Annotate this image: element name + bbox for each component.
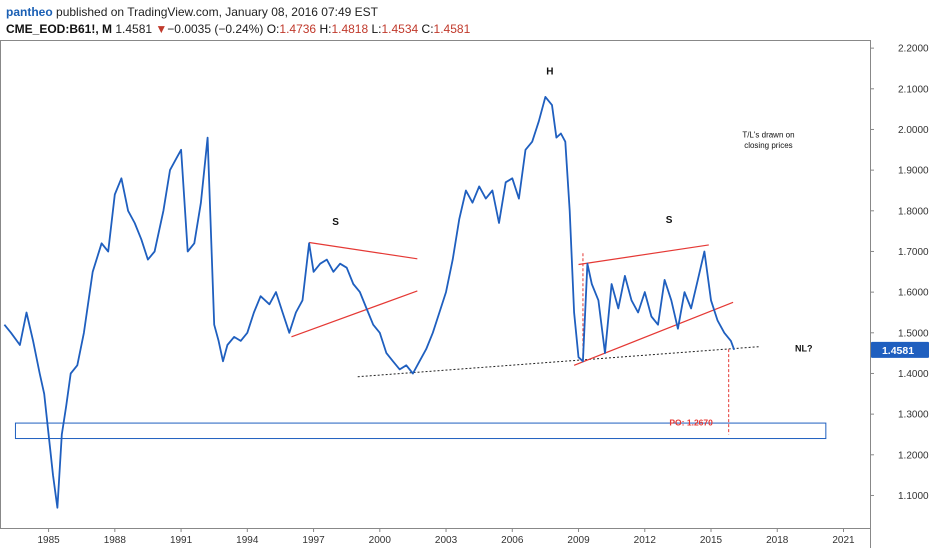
y-tick-label: 1.8000 xyxy=(898,206,929,217)
down-arrow-icon: ▼ xyxy=(155,22,168,36)
head-label: H xyxy=(546,67,553,78)
x-tick-label: 2003 xyxy=(435,535,458,546)
published-text: published on TradingView.com, January 08… xyxy=(56,5,379,19)
x-tick-label: 1985 xyxy=(37,535,60,546)
price-objective-label: PO: 1.2670 xyxy=(669,418,713,428)
price-line xyxy=(3,96,736,509)
low-label: L: xyxy=(371,22,382,36)
chart-annotations: H S S NL? T/L's drawn on closing prices … xyxy=(332,67,812,428)
last-price-tag-bg xyxy=(871,341,929,358)
note-line-1: T/L's drawn on xyxy=(742,131,794,140)
x-tick-label: 1991 xyxy=(170,535,193,546)
change-value: −0.0035 (−0.24%) xyxy=(167,22,264,36)
low-value: 1.4534 xyxy=(381,22,419,36)
x-tick-label: 2018 xyxy=(766,535,789,546)
y-tick-label: 1.6000 xyxy=(898,288,929,299)
y-tick-label: 1.7000 xyxy=(898,247,929,258)
x-tick-label: 1988 xyxy=(104,535,127,546)
left-shoulder-upper-trendline xyxy=(309,241,418,260)
price-axis[interactable]: 2.2000 2.1000 2.0000 1.9000 1.8000 1.7000 1.60… xyxy=(870,44,929,502)
y-tick-label: 1.9000 xyxy=(898,166,929,177)
left-shoulder-label: S xyxy=(332,217,339,228)
last-price-tag-text: 1.4581 xyxy=(882,345,914,357)
neckline-label: NL? xyxy=(795,344,813,354)
symbol-label[interactable]: CME_EOD:B61!, M xyxy=(6,22,113,36)
x-tick-label: 2015 xyxy=(700,535,723,546)
y-tick-label: 1.5000 xyxy=(898,328,929,339)
chart-header: pantheo published on TradingView.com, Ja… xyxy=(0,0,932,40)
y-tick-label: 2.1000 xyxy=(898,84,929,95)
x-tick-label: 2000 xyxy=(369,535,392,546)
chart-drawings xyxy=(14,241,827,440)
last-price-tag: 1.4581 xyxy=(871,341,929,358)
high-label: H: xyxy=(319,22,332,36)
x-tick-label: 2006 xyxy=(501,535,524,546)
author-link[interactable]: pantheo xyxy=(6,5,53,19)
right-shoulder-label: S xyxy=(666,215,673,226)
target-zone-box xyxy=(14,422,827,440)
x-tick-label: 1994 xyxy=(236,535,259,546)
plot-border xyxy=(0,40,871,529)
x-tick-label: 1997 xyxy=(302,535,325,546)
x-tick-label: 2009 xyxy=(567,535,590,546)
price-series xyxy=(3,96,736,509)
open-value: 1.4736 xyxy=(279,22,317,36)
x-tick-label: 2021 xyxy=(832,535,855,546)
last-price: 1.4581 xyxy=(115,22,153,36)
right-shoulder-upper-trendline xyxy=(578,244,709,266)
y-tick-label: 1.3000 xyxy=(898,410,929,421)
x-tick-label: 2012 xyxy=(634,535,657,546)
time-axis[interactable]: 1985 1988 1991 1994 1997 2000 2003 2006 2009 2012… xyxy=(37,528,855,546)
chart-frame xyxy=(0,40,871,548)
open-label: O: xyxy=(266,22,280,36)
y-tick-label: 2.2000 xyxy=(898,44,929,55)
right-shoulder-lower-trendline xyxy=(573,301,734,366)
ohlc-line: CME_EOD:B61!, M 1.4581 ▼−0.0035 (−0.24%)… xyxy=(6,22,470,36)
note-line-2: closing prices xyxy=(744,141,792,150)
y-tick-label: 1.2000 xyxy=(898,450,929,461)
neckline-line xyxy=(357,346,760,378)
publish-line: pantheo published on TradingView.com, Ja… xyxy=(6,5,378,19)
y-tick-label: 1.1000 xyxy=(898,491,929,502)
y-tick-label: 2.0000 xyxy=(898,125,929,136)
close-label: C: xyxy=(421,22,434,36)
y-tick-label: 1.4000 xyxy=(898,369,929,380)
left-shoulder-lower-trendline xyxy=(291,290,418,338)
high-value: 1.4818 xyxy=(331,22,369,36)
close-value: 1.4581 xyxy=(433,22,471,36)
